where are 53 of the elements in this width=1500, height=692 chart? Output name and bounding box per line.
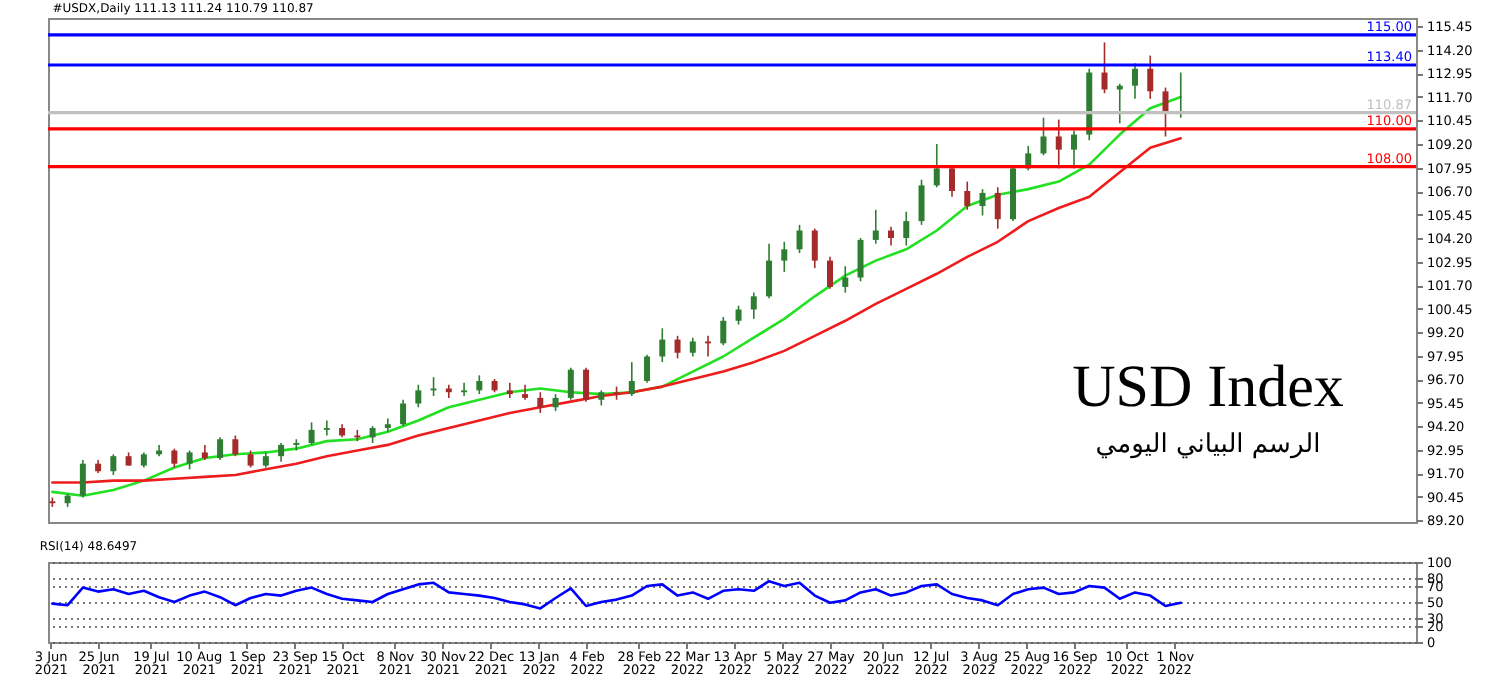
candlestick <box>79 459 86 499</box>
candlestick <box>964 180 971 211</box>
candlestick <box>308 421 315 446</box>
candlestick <box>232 434 239 457</box>
candlestick <box>537 391 544 414</box>
candlestick <box>522 383 529 401</box>
candlestick <box>796 224 803 254</box>
candlestick <box>994 186 1001 230</box>
candlestick <box>781 240 788 273</box>
candlestick <box>186 449 193 471</box>
candlestick <box>766 242 773 300</box>
candlestick <box>857 237 864 283</box>
candlestick <box>659 327 666 363</box>
candlestick <box>933 143 940 189</box>
candlestick <box>171 447 178 469</box>
candlestick <box>888 225 895 247</box>
candlestick <box>400 398 407 427</box>
candlestick <box>735 304 742 326</box>
candlestick <box>1147 54 1154 100</box>
candlestick <box>705 335 712 358</box>
candlestick <box>750 291 757 320</box>
candlestick <box>323 419 330 437</box>
candlestick <box>872 209 879 245</box>
candlestick <box>583 366 590 403</box>
candlestick <box>476 374 483 395</box>
candlestick <box>811 227 818 269</box>
candlestick <box>689 336 696 358</box>
candlestick <box>1131 62 1138 100</box>
annotation: الرسم البياني اليومي <box>1095 430 1321 460</box>
candlestick <box>720 316 727 347</box>
candlestick <box>1101 41 1108 95</box>
candlestick <box>461 382 468 397</box>
line-series <box>51 579 1183 610</box>
candlestick <box>567 366 574 401</box>
candlestick <box>903 210 910 247</box>
candlestick <box>1071 130 1077 170</box>
candlestick <box>430 376 437 397</box>
candlestick <box>415 383 422 409</box>
candlestick <box>110 453 117 476</box>
candlestick <box>628 361 635 397</box>
candlestick <box>827 256 834 290</box>
candlestick <box>918 178 925 226</box>
candlestick <box>1040 116 1047 157</box>
candlestick <box>1055 118 1062 170</box>
annotation: USD Index <box>1072 354 1344 420</box>
candlestick <box>674 335 681 360</box>
candlestick <box>217 436 224 461</box>
candlestick <box>506 382 513 399</box>
candlestick <box>644 353 651 384</box>
candlestick <box>278 442 285 463</box>
candlestick <box>842 265 849 294</box>
candlestick <box>949 165 956 198</box>
candlestick <box>979 188 986 217</box>
